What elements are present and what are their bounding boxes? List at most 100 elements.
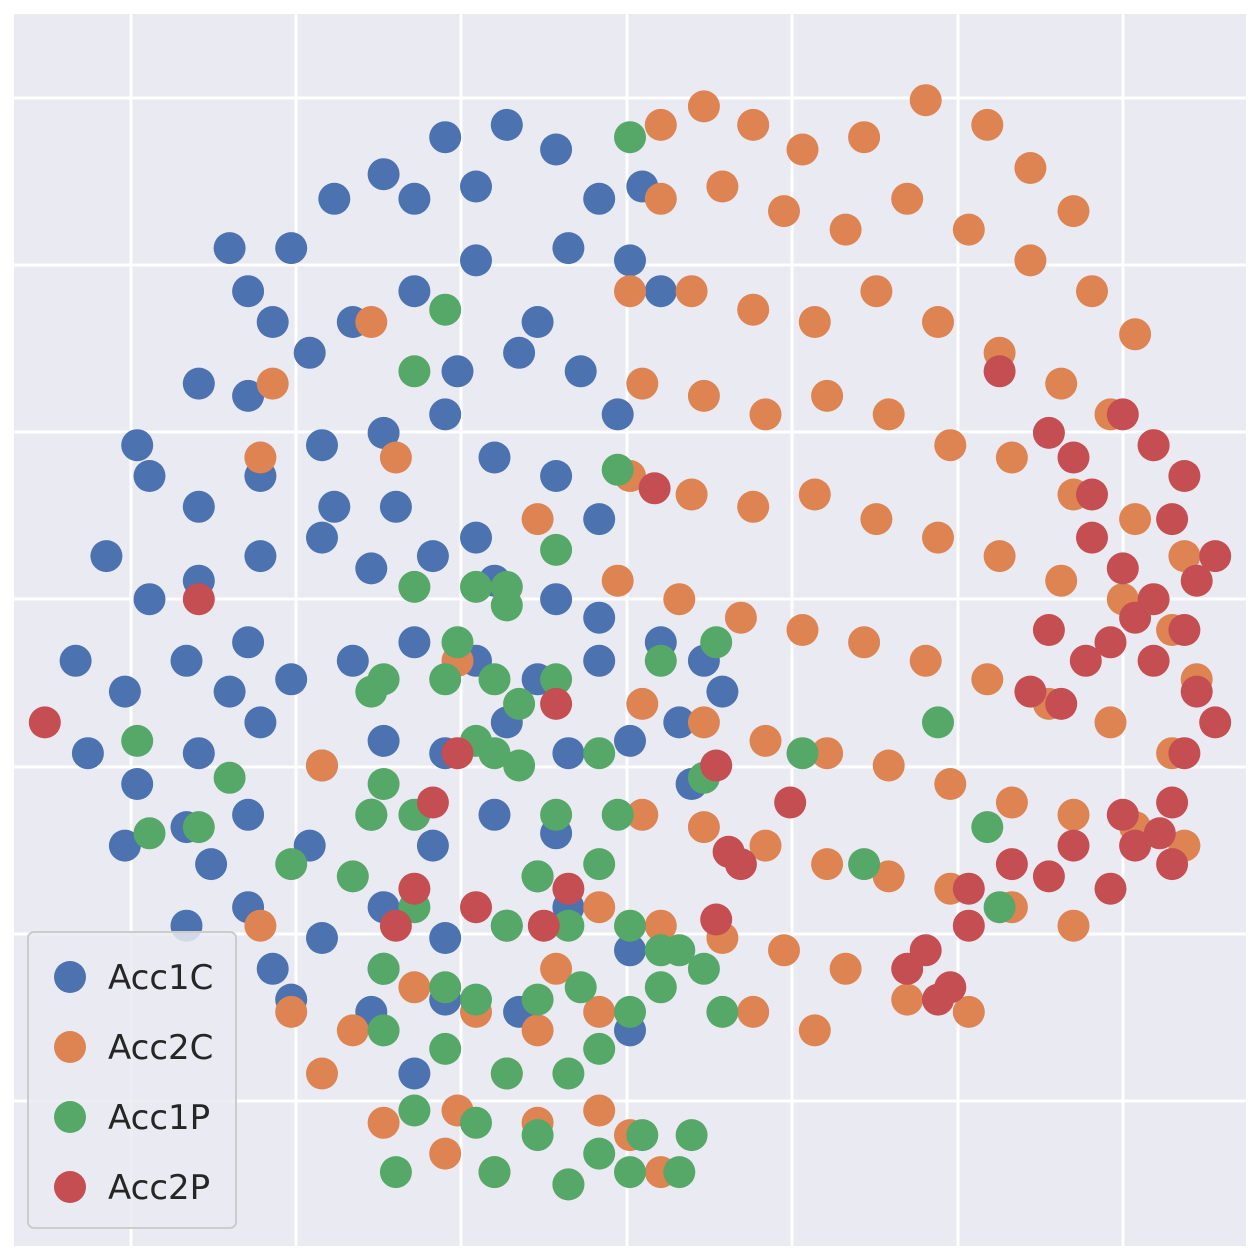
point-acc2p-42 <box>1119 829 1152 862</box>
point-acc2p-48 <box>1119 601 1152 634</box>
point-acc1p-17 <box>213 761 246 794</box>
point-acc1c-67 <box>478 798 511 831</box>
point-acc1p-16 <box>121 724 154 757</box>
point-acc1p-48 <box>552 1057 585 1090</box>
point-acc2c-6 <box>909 84 942 117</box>
point-acc2c-13 <box>829 213 862 246</box>
point-acc1c-58 <box>552 737 585 770</box>
point-acc2c-74 <box>872 860 905 893</box>
point-acc1p-29 <box>848 848 881 881</box>
point-acc1c-47 <box>583 644 616 677</box>
point-acc1p-51 <box>460 1106 492 1139</box>
point-acc2p-4 <box>416 786 449 819</box>
point-acc2c-92 <box>336 1014 369 1047</box>
point-acc1p-20 <box>478 737 511 770</box>
point-acc2c-45 <box>983 540 1016 573</box>
point-acc2c-32 <box>811 379 844 412</box>
point-acc1p-13 <box>540 663 573 696</box>
point-acc2c-22 <box>798 306 831 338</box>
point-acc1p-56 <box>626 1119 659 1152</box>
point-acc1c-61 <box>108 829 141 862</box>
point-acc2c-52 <box>724 601 757 634</box>
point-acc2c-55 <box>909 644 942 677</box>
point-acc2p-13 <box>774 786 807 819</box>
point-acc2p-43 <box>1143 817 1176 850</box>
point-acc2c-21 <box>737 293 770 326</box>
point-acc2p-25 <box>1106 552 1139 585</box>
point-acc1p-30 <box>133 817 166 850</box>
point-acc1p-26 <box>521 860 554 893</box>
point-acc1p-11 <box>355 675 388 708</box>
point-acc1p-44 <box>564 971 597 1004</box>
point-acc2c-17 <box>1076 275 1108 308</box>
point-acc2p-30 <box>1180 564 1213 597</box>
point-acc2p-38 <box>1032 860 1065 893</box>
point-acc2c-106 <box>379 441 412 474</box>
point-acc1p-65 <box>922 706 954 739</box>
legend: Acc1C Acc2C Acc1P Acc2P <box>27 931 237 1229</box>
point-acc1c-92 <box>460 521 492 554</box>
point-acc2p-19 <box>1057 441 1090 474</box>
point-acc2c-111 <box>244 909 277 942</box>
point-acc1p-67 <box>983 891 1016 924</box>
point-acc1c-102 <box>460 170 492 203</box>
point-acc1p-32 <box>275 848 308 881</box>
point-acc2p-27 <box>1168 614 1201 646</box>
series-acc2p <box>28 355 1232 1016</box>
point-acc2p-55 <box>952 872 985 905</box>
point-acc1p-39 <box>687 952 720 985</box>
point-acc1p-53 <box>583 1137 616 1170</box>
point-acc2c-37 <box>1119 503 1152 536</box>
point-acc1p-36 <box>552 909 585 942</box>
point-acc2c-97 <box>429 1137 462 1170</box>
point-acc1c-94 <box>195 848 228 881</box>
point-acc1p-3 <box>398 355 431 388</box>
point-acc1c-36 <box>540 583 573 616</box>
legend-marker-acc1p <box>54 1101 86 1133</box>
point-acc1p-40 <box>367 952 400 985</box>
point-acc2c-26 <box>1045 367 1078 400</box>
point-acc1c-101 <box>398 182 431 215</box>
point-acc2c-14 <box>891 182 924 215</box>
point-acc1c-59 <box>614 724 646 757</box>
point-acc2p-18 <box>1032 416 1065 449</box>
point-acc1p-72 <box>583 737 616 770</box>
point-acc1c-12 <box>293 336 326 369</box>
point-acc1c-50 <box>71 737 104 770</box>
point-acc2c-35 <box>995 441 1028 474</box>
point-acc1c-6 <box>490 108 523 141</box>
point-acc1c-16 <box>521 306 554 338</box>
point-acc2c-9 <box>1057 195 1090 228</box>
legend-label-acc1c: Acc1C <box>108 958 213 998</box>
point-acc1c-15 <box>460 244 492 277</box>
point-acc1p-28 <box>786 737 819 770</box>
point-acc2c-7 <box>971 108 1004 141</box>
point-acc1p-14 <box>700 626 733 659</box>
point-acc2c-30 <box>687 379 720 412</box>
point-acc2p-54 <box>952 909 985 942</box>
point-acc2p-22 <box>1137 429 1170 462</box>
point-acc2p-45 <box>1014 675 1047 708</box>
point-acc2c-23 <box>860 275 893 308</box>
point-acc2c-12 <box>768 195 800 228</box>
point-acc2c-20 <box>675 275 708 308</box>
point-acc1p-37 <box>614 909 646 942</box>
point-acc1p-41 <box>429 971 462 1004</box>
point-acc2p-9 <box>552 872 585 905</box>
legend-marker-acc1c <box>54 961 86 993</box>
point-acc1c-42 <box>275 663 308 696</box>
point-acc2p-41 <box>1094 872 1127 905</box>
point-acc1p-58 <box>663 1156 696 1189</box>
point-acc1p-63 <box>706 995 739 1028</box>
point-acc2p-29 <box>1156 503 1189 536</box>
data-points <box>28 84 1232 1201</box>
point-acc1p-71 <box>355 798 388 831</box>
legend-marker-acc2c <box>54 1031 86 1063</box>
point-acc1p-60 <box>379 1156 412 1189</box>
point-acc2c-56 <box>971 663 1004 696</box>
point-acc2c-86 <box>737 995 770 1028</box>
point-acc1p-35 <box>490 909 523 942</box>
point-acc2c-40 <box>675 478 708 511</box>
point-acc2p-53 <box>922 983 954 1016</box>
point-acc1c-60 <box>663 706 696 739</box>
